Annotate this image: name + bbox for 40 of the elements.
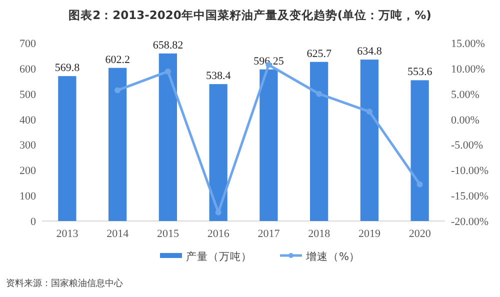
x-tick-label: 2017 xyxy=(258,228,280,240)
y-tick-label: 200 xyxy=(20,165,36,178)
data-label: 625.7 xyxy=(306,48,332,60)
y-tick-label: 700 xyxy=(20,38,36,50)
y2-tick-label: -20.00% xyxy=(451,216,489,228)
point xyxy=(114,87,121,94)
y2-tick-label: -5.00% xyxy=(451,140,484,152)
point xyxy=(164,68,171,74)
y-tick-label: 500 xyxy=(20,88,36,101)
y2-tick-label: 15.00% xyxy=(451,38,485,50)
y2-tick-label: 10.00% xyxy=(451,63,485,76)
chart-title: 图表2：2013-2020年中国菜籽油产量及变化趋势(单位：万吨，%) xyxy=(68,8,432,22)
data-label: 634.8 xyxy=(357,46,382,58)
data-label: 602.2 xyxy=(105,54,130,66)
x-tick-label: 2014 xyxy=(106,228,130,240)
y-tick-label: 300 xyxy=(20,140,36,152)
x-tick-label: 2019 xyxy=(358,228,381,240)
x-tick-label: 2018 xyxy=(308,228,331,240)
y-tick-label: 400 xyxy=(20,114,36,126)
text: 资料来源：国家粮油信息中心 xyxy=(6,278,123,289)
y2-tick-label: 5.00% xyxy=(451,88,480,101)
y2-tick-label: -15.00% xyxy=(451,190,489,203)
x-tick-label: 2013 xyxy=(56,228,79,240)
legend-label: 产量（万吨） xyxy=(186,250,252,263)
y-tick-label: 600 xyxy=(20,63,36,76)
x-tick-label: 2015 xyxy=(156,228,180,240)
data-label: 538.4 xyxy=(206,70,232,82)
data-label: 569.8 xyxy=(54,62,80,74)
data-label: 658.82 xyxy=(152,39,184,52)
point xyxy=(416,181,423,188)
x-tick-label: 2020 xyxy=(408,228,432,240)
point xyxy=(316,90,322,97)
x-tick-label: 2016 xyxy=(207,228,230,240)
y2-tick-label: -10.00% xyxy=(451,165,489,178)
y-tick-label: 0 xyxy=(30,216,36,228)
point xyxy=(366,108,372,115)
y2-tick-label: 0.00% xyxy=(451,114,480,126)
legend-label: 增速（%） xyxy=(305,250,360,263)
y-tick-label: 100 xyxy=(20,190,36,203)
data-label: 553.6 xyxy=(407,66,433,78)
